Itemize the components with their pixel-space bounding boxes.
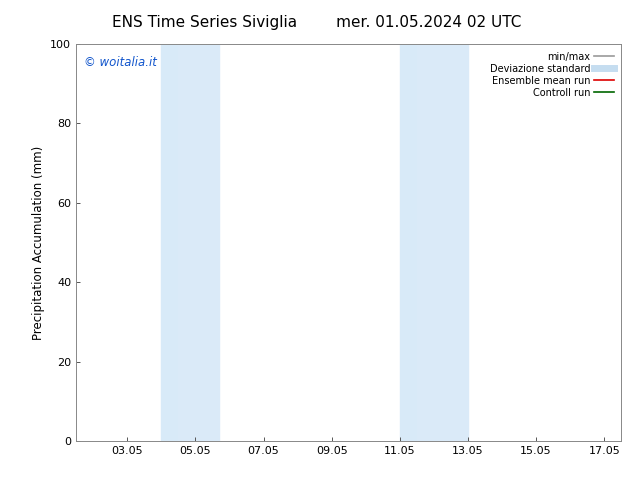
Bar [161,44,178,441]
Text: ENS Time Series Siviglia        mer. 01.05.2024 02 UTC: ENS Time Series Siviglia mer. 01.05.2024… [112,15,522,30]
Bar [400,44,417,441]
Bar [417,44,468,441]
Bar [178,44,219,441]
Legend: min/max, Deviazione standard, Ensemble mean run, Controll run: min/max, Deviazione standard, Ensemble m… [487,49,616,100]
Text: © woitalia.it: © woitalia.it [84,56,157,69]
Y-axis label: Precipitation Accumulation (mm): Precipitation Accumulation (mm) [32,146,44,340]
